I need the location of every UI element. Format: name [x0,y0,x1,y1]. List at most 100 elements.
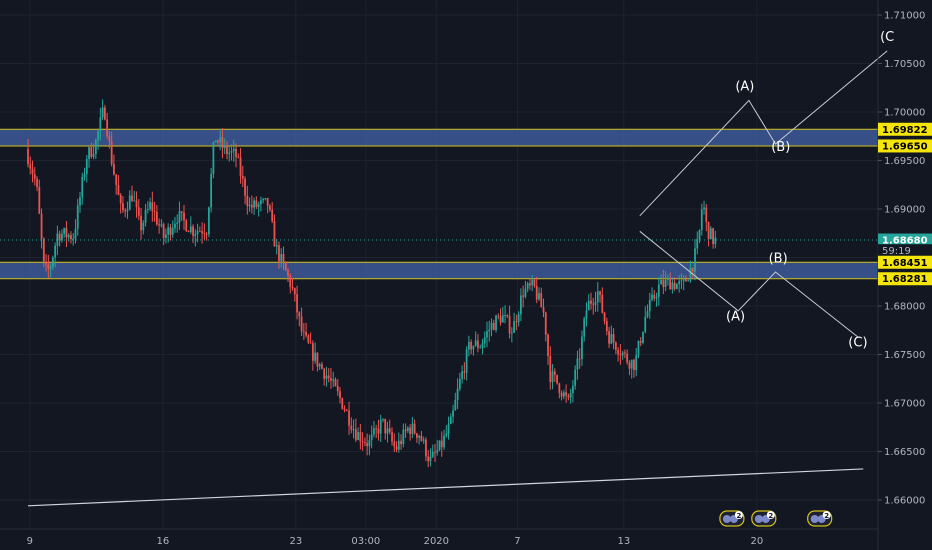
candle-body [70,235,72,240]
wave-path[interactable] [639,50,888,217]
candle-body [300,316,303,332]
candle-body [318,364,321,367]
candle-body [287,270,289,276]
candle-body [92,154,95,157]
candle-body [682,279,685,281]
event-count-text: 2 [824,512,829,520]
candle-body [183,212,185,221]
candle-body [538,293,540,300]
candle-body [332,379,335,381]
candle-body [673,282,676,289]
candle-body [572,385,574,393]
candle-body [74,229,77,239]
event-count-bubble [822,511,831,519]
candle-body [106,119,109,137]
candle-body [131,195,133,201]
candle-body [569,392,572,398]
candle-body [257,204,260,207]
candle-body [553,371,556,375]
ascending-trendline[interactable] [27,468,864,507]
candle-body [343,408,346,411]
price-candles [27,99,717,468]
candle-body [219,137,222,143]
candle-body [354,429,357,440]
candle-body [174,223,176,229]
candle-body [101,107,104,118]
candle-body [155,211,158,225]
candle-body [167,227,170,235]
candle-body [339,391,341,399]
candle-body [357,432,360,440]
candle-body [402,429,405,444]
event-markers[interactable]: 2 2 2 [719,510,833,527]
candle-body [119,194,122,204]
candle-body [678,281,681,285]
candle-body [314,352,317,361]
candle-body [325,375,328,379]
price-label-bg-zone [878,122,932,136]
candle-body [113,164,115,175]
candle-body [250,204,253,208]
candle-body [85,159,88,175]
time-tick-label: 23 [289,536,302,547]
candle-body [29,164,32,169]
candle-body [698,230,701,240]
candle-body [151,202,154,212]
candle-body [373,428,375,435]
candle-body [479,347,482,349]
candle-body [298,312,301,317]
candle-body [212,142,215,174]
candle-body [196,230,199,235]
candle-body [436,450,439,453]
candle-body [291,286,294,289]
candle-body [709,228,712,240]
candle-body [510,332,513,334]
event-count-bubble [734,511,743,519]
candle-body [203,233,206,235]
time-tick-label: 2020 [424,536,449,547]
candle-body [662,280,665,287]
candle-body [255,200,258,207]
candle-body [549,355,552,382]
time-axis[interactable]: 9 16 23 03:00 2020 7 13 20 [27,536,764,547]
price-tick-label: 1.67500 [884,350,925,361]
candle-body [705,207,708,222]
candle-body [542,307,545,313]
candle-body [223,145,226,148]
candle-body [330,378,332,381]
candle-body [624,352,626,354]
candle-body [508,316,511,334]
price-tick-label: 1.68000 [884,302,925,313]
candle-body [244,178,246,196]
wave-path[interactable] [639,230,859,338]
price-label-bg-zone [878,139,932,153]
candle-body [316,352,319,367]
candle-body [67,235,70,238]
candle-body [282,253,285,263]
candle-body [370,434,373,441]
candle-body [63,228,66,234]
candle-body [348,410,350,426]
candle-body [189,226,192,233]
trendline[interactable] [27,468,864,507]
candle-body [273,221,276,247]
candle-body [142,222,145,231]
candle-body [391,432,393,442]
candle-body [576,358,579,370]
candle-body [443,435,445,448]
candle-body [449,416,452,424]
candle-body [694,248,696,272]
candle-body [42,238,45,262]
candle-body [327,375,330,379]
candle-body [108,136,111,142]
wave-label: (C) [848,336,867,351]
candle-body [76,205,79,230]
wave-annotations[interactable]: (A) (B) (C (A) (B) (C) [639,30,894,351]
candle-body [531,279,534,286]
candle-body [149,202,151,209]
candle-body [262,199,265,201]
candle-body [501,315,504,323]
candle-body [560,392,563,397]
candle-body [128,195,131,210]
